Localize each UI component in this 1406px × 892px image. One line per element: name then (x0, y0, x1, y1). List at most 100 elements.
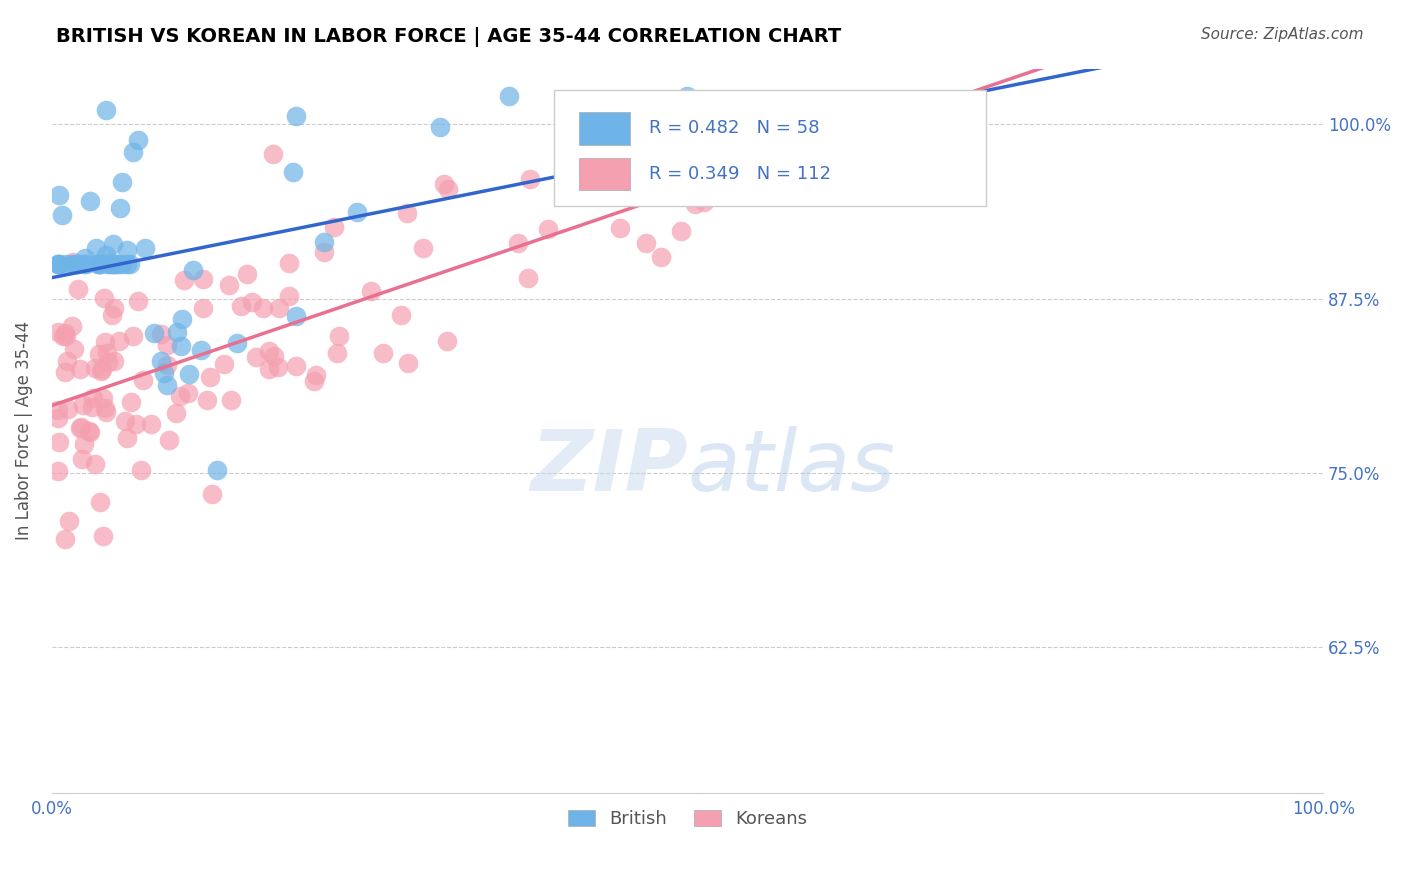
Point (72, 437, 94, 451)
Point (231, 299, 253, 313)
Point (48, 257, 70, 271)
Point (65, 257, 87, 271)
Point (252, 301, 274, 315)
Text: ZIP: ZIP (530, 425, 688, 508)
Point (108, 334, 131, 349)
Point (257, 344, 280, 359)
Point (688, 126, 710, 140)
Point (634, 236, 657, 251)
Point (58, 514, 80, 528)
Point (285, 309, 308, 323)
Point (219, 392, 242, 407)
Point (72, 257, 94, 271)
Point (63, 257, 86, 271)
Point (122, 329, 145, 343)
Point (115, 243, 138, 257)
Point (267, 359, 290, 374)
Point (284, 109, 307, 123)
Point (278, 289, 301, 303)
Point (165, 406, 187, 420)
Point (72, 398, 94, 412)
Point (46, 257, 69, 271)
Point (46, 257, 69, 271)
Point (60, 319, 83, 334)
Text: R = 0.482   N = 58: R = 0.482 N = 58 (650, 119, 820, 137)
Point (278, 256, 301, 270)
Point (201, 486, 224, 500)
Point (77, 424, 100, 438)
Point (436, 334, 458, 348)
Point (190, 343, 212, 357)
Point (60, 257, 83, 271)
Point (325, 346, 347, 360)
Point (48, 187, 70, 202)
Point (284, 359, 307, 374)
Point (84, 457, 107, 471)
Point (93, 391, 115, 405)
Point (143, 326, 166, 340)
Point (79, 425, 101, 440)
Point (683, 197, 706, 211)
Point (107, 257, 129, 271)
Point (96, 248, 118, 262)
Point (176, 385, 198, 400)
Point (173, 273, 195, 287)
Point (498, 89, 520, 103)
Point (111, 175, 134, 189)
Point (389, 308, 412, 322)
Point (157, 433, 180, 447)
Point (519, 172, 541, 186)
Point (75, 257, 97, 271)
Point (373, 345, 395, 359)
Point (97, 355, 120, 369)
Point (90, 364, 112, 378)
Point (537, 222, 560, 236)
Point (53, 365, 76, 379)
Point (94, 103, 117, 118)
Point (51, 208, 73, 222)
Point (263, 349, 285, 363)
Point (69, 420, 91, 434)
FancyBboxPatch shape (579, 112, 630, 145)
Point (46, 464, 69, 478)
Point (139, 417, 162, 432)
Point (103, 257, 125, 271)
Point (100, 257, 122, 271)
Point (83, 361, 105, 376)
Point (104, 257, 127, 271)
FancyBboxPatch shape (579, 158, 630, 190)
Point (156, 377, 179, 392)
Text: BRITISH VS KOREAN IN LABOR FORCE | AGE 35-44 CORRELATION CHART: BRITISH VS KOREAN IN LABOR FORCE | AGE 3… (56, 27, 841, 46)
Point (94, 401, 117, 415)
Point (169, 389, 191, 403)
Point (67, 283, 90, 297)
Point (70, 419, 93, 434)
Point (262, 147, 284, 161)
Point (214, 357, 236, 371)
Point (63, 342, 86, 356)
Point (67, 257, 90, 271)
Point (73, 252, 96, 266)
Point (56, 401, 79, 416)
Point (207, 462, 229, 476)
Point (236, 267, 259, 281)
Point (89, 257, 111, 271)
Point (89, 257, 111, 271)
Point (55, 354, 77, 368)
Point (669, 224, 692, 238)
Point (240, 295, 263, 310)
Point (517, 270, 540, 285)
Point (506, 236, 529, 251)
Point (69, 361, 91, 376)
Point (115, 431, 138, 445)
Point (87, 257, 110, 271)
Point (79, 194, 101, 208)
Point (91, 362, 114, 376)
Point (191, 301, 214, 315)
Point (52, 329, 75, 343)
Point (97, 257, 120, 271)
Point (153, 366, 176, 380)
Point (101, 236, 124, 251)
Point (114, 414, 136, 428)
Point (305, 368, 328, 383)
